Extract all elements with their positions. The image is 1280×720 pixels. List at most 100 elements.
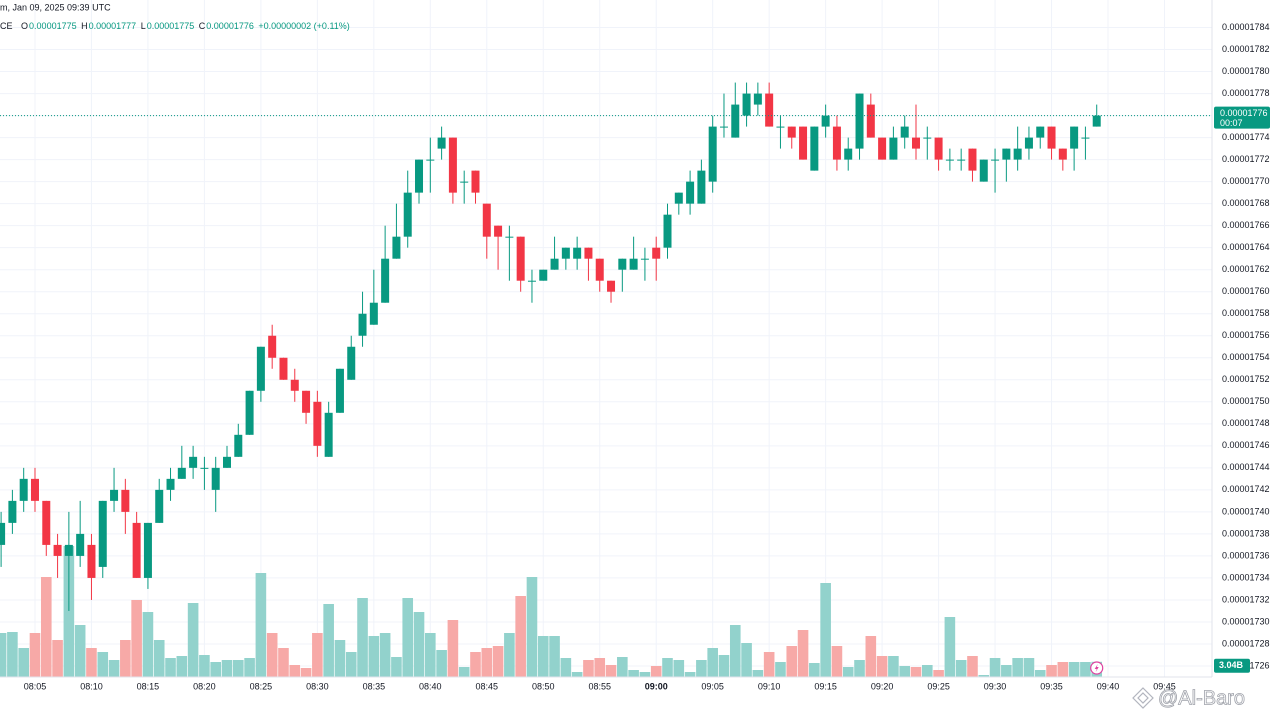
volume-bar <box>933 670 944 677</box>
volume-bar <box>639 672 651 677</box>
candle-body <box>19 478 28 501</box>
volume-bar <box>763 652 775 677</box>
volume-bar <box>300 668 312 677</box>
watermark-logo <box>1132 687 1154 709</box>
volume-bar <box>289 665 301 677</box>
volume-bar <box>312 633 323 677</box>
candle-body <box>437 137 446 149</box>
volume-bar <box>187 603 199 677</box>
volume-bar <box>865 636 877 677</box>
y-tick-label: 0.00001730 <box>1222 616 1270 626</box>
candle-body <box>313 401 322 446</box>
candle-body <box>991 159 1000 161</box>
candle-body <box>177 467 186 479</box>
volume-bar <box>549 636 560 677</box>
candle-body <box>708 126 717 182</box>
volume-bar <box>673 660 685 677</box>
volume-bar <box>504 633 515 677</box>
volume-bar <box>684 672 696 677</box>
candle-body <box>358 313 367 336</box>
candle-body <box>719 126 728 128</box>
low-value: 0.00001775 <box>147 21 195 31</box>
candle-body <box>30 478 39 501</box>
chart-header-title: m, Jan 09, 2025 09:39 UTC <box>0 2 111 12</box>
volume-bar <box>97 652 109 677</box>
volume-label: 3.04B <box>1219 660 1244 670</box>
volume-bar <box>617 657 628 677</box>
candle-body <box>369 302 378 325</box>
volume-bar <box>944 617 956 677</box>
volume-bar <box>447 620 459 677</box>
volume-bar <box>86 648 97 677</box>
x-tick-label: 08:30 <box>306 681 329 691</box>
candle-body <box>934 137 943 160</box>
volume-bar <box>876 656 888 677</box>
candle-body <box>1047 126 1056 149</box>
high-value: 0.00001777 <box>89 21 137 31</box>
candle-body <box>110 489 119 501</box>
y-tick-label: 0.00001750 <box>1222 396 1270 406</box>
volume-bar <box>63 546 75 677</box>
candle-body <box>76 533 85 556</box>
candle-body <box>256 346 265 391</box>
candle-body <box>1081 137 1090 139</box>
volume-bar <box>244 658 255 677</box>
candle-body <box>426 159 435 161</box>
candle-body <box>121 489 130 512</box>
candle-body <box>87 544 96 578</box>
candle-body <box>640 258 649 260</box>
y-tick-label: 0.00001752 <box>1222 374 1270 384</box>
volume-bar <box>142 612 154 677</box>
candle-body <box>629 258 638 270</box>
ohlc-legend: CE O0.00001775 H0.00001777 L0.00001775 C… <box>0 21 350 31</box>
candle-body <box>516 236 525 281</box>
volume-bar <box>29 633 41 677</box>
volume-bar <box>391 657 402 677</box>
candle-body <box>1070 126 1079 149</box>
x-tick-label: 08:10 <box>80 681 103 691</box>
x-tick-label: 08:40 <box>419 681 442 691</box>
candle-body <box>290 379 299 391</box>
volume-bar <box>436 650 447 677</box>
candle-body <box>392 236 401 259</box>
candle-body <box>1002 148 1011 160</box>
candle-body <box>166 478 175 490</box>
volume-bar <box>571 672 583 677</box>
volume-bar <box>470 652 481 677</box>
volume-bar <box>775 662 786 677</box>
candle-body <box>223 456 231 468</box>
volume-bar <box>165 658 176 677</box>
candle-body <box>324 412 333 457</box>
volume-bar <box>357 598 368 677</box>
volume-bar <box>1012 658 1023 677</box>
volume-bar <box>266 633 278 677</box>
candle-body <box>799 126 808 160</box>
candle-body <box>471 170 480 193</box>
candle-body <box>821 115 830 127</box>
candle-body <box>527 280 536 282</box>
volume-bar <box>345 652 357 677</box>
volume-bar <box>628 670 639 677</box>
candle-body <box>347 346 356 380</box>
y-tick-label: 0.00001770 <box>1222 176 1270 186</box>
x-tick-label: 09:00 <box>645 681 668 691</box>
volume-bar <box>379 633 391 677</box>
volume-bar <box>18 648 29 677</box>
candle-body <box>460 181 469 183</box>
volume-bar <box>809 663 820 677</box>
volume-bar <box>583 660 594 677</box>
volume-bar <box>560 658 572 677</box>
volume-bar <box>978 675 990 677</box>
candle-body <box>855 93 864 149</box>
y-tick-label: 0.00001754 <box>1222 352 1270 362</box>
volume-bar <box>696 660 707 677</box>
volume-bar <box>108 660 120 677</box>
volume-bar <box>967 656 978 677</box>
volume-bar <box>74 625 86 677</box>
volume-bar <box>492 646 504 677</box>
volume-bar <box>0 633 7 677</box>
candle-body <box>765 93 774 127</box>
candle-body <box>697 170 706 204</box>
y-tick-label: 0.00001778 <box>1222 88 1270 98</box>
